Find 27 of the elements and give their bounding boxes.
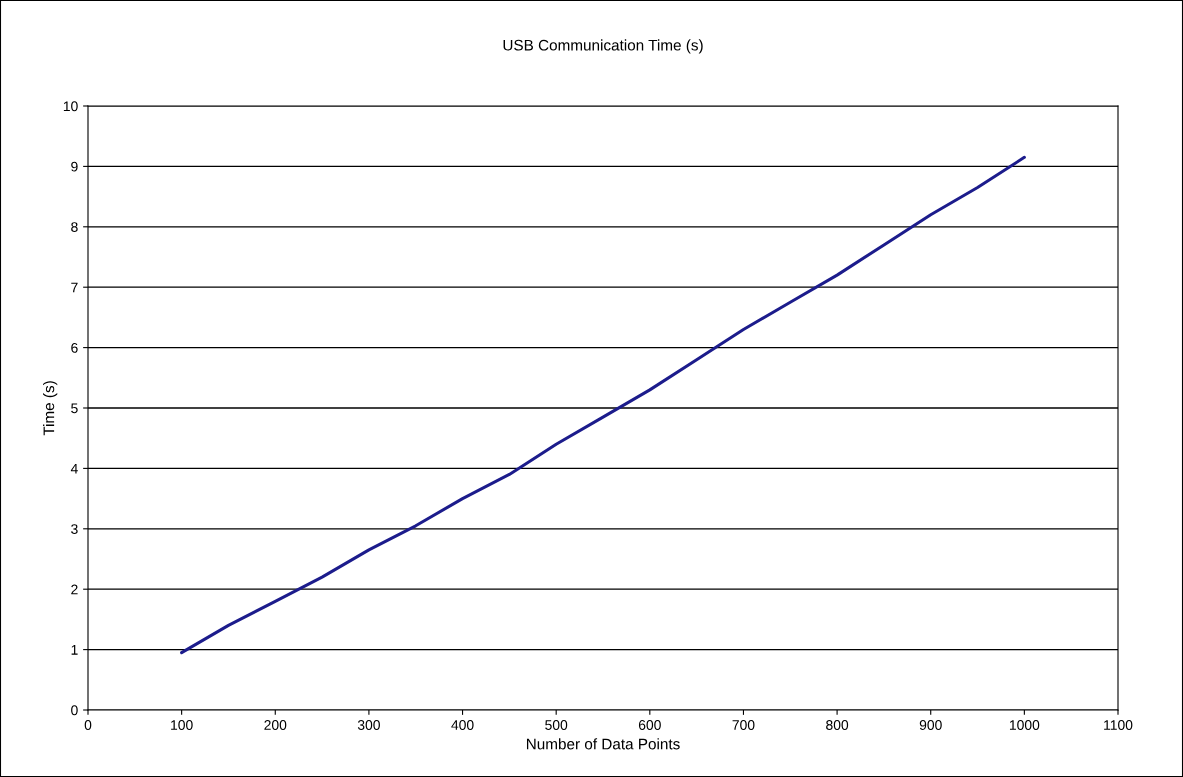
y-tick-label: 7: [71, 282, 78, 293]
y-axis-title: Time (s): [43, 381, 58, 436]
y-tick-label: 5: [71, 403, 78, 414]
chart-title: USB Communication Time (s): [503, 39, 703, 54]
y-tick-label: 10: [63, 101, 78, 112]
x-tick-label: 700: [732, 720, 755, 730]
x-tick-label: 1100: [1104, 720, 1133, 730]
y-tick-label: 2: [71, 584, 78, 595]
x-tick-label: 200: [264, 720, 287, 730]
x-tick-label: 1000: [1009, 720, 1040, 730]
x-tick-label: 800: [826, 720, 849, 730]
y-tick-label: 4: [70, 463, 78, 474]
x-tick-label: 0: [84, 720, 92, 730]
y-tick-label: 0: [71, 705, 78, 716]
x-tick-label: 500: [545, 720, 568, 730]
y-tick-label: 6: [71, 342, 78, 353]
x-tick-label: 600: [638, 720, 661, 730]
y-tick-label: 9: [71, 161, 78, 172]
line-series: [180, 155, 1026, 655]
x-axis-title: Number of Data Points: [526, 738, 680, 750]
x-tick-label: 900: [919, 720, 942, 730]
y-tick-label: 3: [71, 524, 78, 534]
x-tick-label: 400: [451, 720, 474, 730]
y-tick-label: 8: [71, 222, 78, 232]
x-tick-label: 100: [171, 720, 193, 730]
x-tick-label: 300: [357, 720, 380, 730]
y-tick-label: 1: [71, 645, 78, 655]
